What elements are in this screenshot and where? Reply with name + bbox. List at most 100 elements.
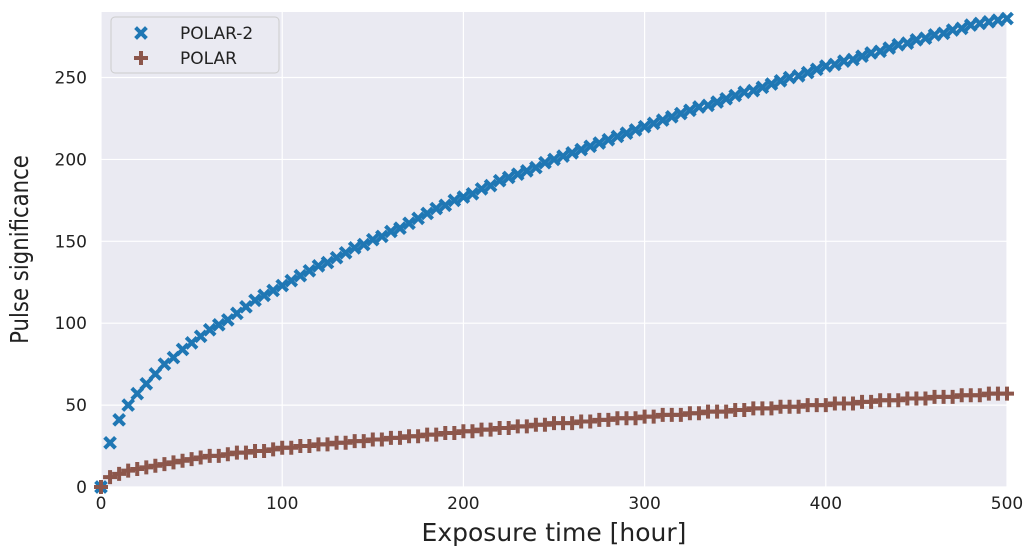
data-point [1000, 11, 1014, 26]
data-point [202, 322, 217, 337]
data-point [148, 367, 163, 381]
y-tick-label: 250 [55, 69, 87, 89]
legend-label-polar: POLAR [180, 49, 237, 69]
data-point [103, 470, 118, 485]
data-point [420, 206, 434, 221]
data-point [94, 480, 108, 494]
data-point [628, 123, 643, 137]
data-point [365, 232, 380, 247]
data-point [828, 57, 842, 72]
data-point [574, 142, 589, 157]
data-point [728, 88, 743, 103]
data-point [130, 386, 145, 401]
data-point [257, 288, 271, 303]
data-point [456, 190, 471, 204]
data-point [855, 49, 869, 64]
legend-label-polar-2: POLAR-2 [180, 24, 253, 44]
data-point [483, 178, 498, 193]
legend-x-marker [134, 26, 148, 40]
data-point [211, 318, 226, 332]
tick-labels: 0 100 200 300 400 500 0 50 100 150 200 250 [55, 69, 1024, 514]
data-series [94, 11, 1014, 494]
data-point [873, 44, 887, 59]
data-point [474, 182, 489, 196]
data-point [646, 116, 661, 131]
x-tick-label: 0 [96, 494, 107, 514]
data-point [710, 95, 724, 109]
data-point [601, 132, 616, 147]
data-point [248, 293, 262, 308]
y-axis-label: Pulse significance [5, 155, 34, 344]
legend-marker-polar-2 [134, 26, 148, 40]
data-point [1000, 386, 1014, 401]
data-point [320, 255, 335, 270]
data-point [610, 129, 625, 144]
x-tick-label: 300 [628, 494, 660, 514]
data-point [447, 193, 462, 208]
data-point [882, 41, 897, 55]
data-point [121, 398, 136, 412]
data-point [773, 73, 788, 88]
data-point [918, 31, 933, 46]
data-point [592, 136, 607, 150]
data-point [683, 103, 697, 118]
data-point [103, 435, 117, 450]
data-point [275, 278, 290, 293]
data-point [266, 283, 280, 298]
data-point [492, 173, 507, 188]
data-point [501, 170, 516, 185]
data-point [384, 224, 398, 239]
data-point [529, 160, 543, 175]
data-point [284, 273, 299, 288]
x-tick-label: 100 [266, 494, 298, 514]
data-point [338, 245, 353, 260]
data-point [674, 106, 688, 121]
data-point [583, 139, 598, 154]
data-point [375, 229, 389, 244]
series-polar [94, 386, 1014, 494]
data-point [329, 250, 344, 265]
y-tick-label: 100 [55, 314, 87, 334]
legend-box [110, 16, 280, 74]
data-point [347, 241, 362, 255]
data-point [764, 77, 779, 91]
data-point [755, 80, 770, 95]
x-tick-label: 200 [447, 494, 479, 514]
data-point [664, 109, 679, 124]
data-point [936, 26, 951, 41]
data-point [429, 201, 444, 216]
data-point [746, 83, 761, 98]
data-point [619, 126, 634, 141]
x-tick-label: 500 [991, 494, 1023, 514]
y-tick-label: 0 [76, 478, 87, 498]
data-point [293, 268, 308, 283]
data-point [510, 167, 525, 181]
data-point [139, 376, 154, 391]
data-point [719, 91, 733, 106]
legend-marker-polar [134, 51, 148, 65]
data-point [556, 149, 570, 163]
data-point [655, 113, 670, 127]
legend: POLAR-2 POLAR [110, 16, 280, 74]
y-tick-label: 150 [55, 232, 87, 252]
data-point [438, 198, 453, 213]
data-point [547, 152, 561, 167]
data-point [846, 52, 860, 67]
data-point [800, 65, 815, 80]
legend-plus-marker [134, 51, 148, 65]
x-axis-label: Exposure time [hour] [422, 518, 687, 547]
data-point [356, 237, 371, 252]
data-point [538, 155, 552, 170]
data-point [311, 259, 326, 273]
data-point [112, 413, 126, 427]
data-point [954, 21, 969, 36]
data-point [519, 164, 534, 178]
data-point [900, 36, 915, 50]
data-point [393, 221, 407, 236]
data-point [465, 186, 480, 201]
data-point [302, 263, 317, 278]
data-point [166, 350, 181, 365]
data-point [411, 211, 425, 226]
data-point [791, 69, 806, 83]
